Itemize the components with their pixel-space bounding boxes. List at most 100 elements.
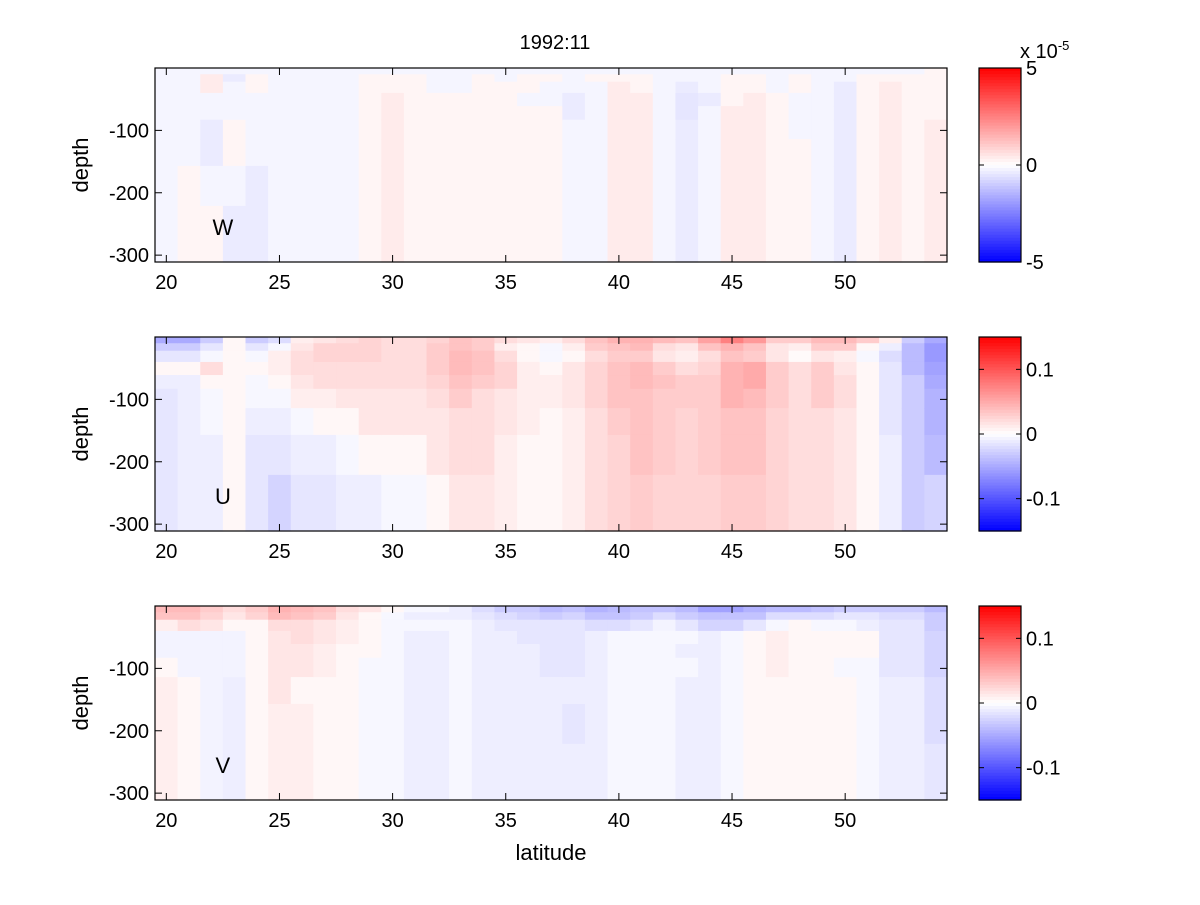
heatmap-cell <box>879 350 903 363</box>
colorbar-swatch <box>979 174 1021 178</box>
heatmap-cell <box>155 361 179 376</box>
heatmap-cell <box>381 165 405 207</box>
heatmap-cell <box>607 92 631 107</box>
heatmap-cell <box>494 434 518 476</box>
heatmap-cell <box>403 81 428 94</box>
heatmap-cell <box>268 630 292 645</box>
heatmap-cell <box>698 630 722 645</box>
heatmap-cell <box>155 81 179 94</box>
colorbar-swatch <box>979 228 1021 233</box>
y-tick-label: -300 <box>109 514 149 536</box>
heatmap-cell <box>336 74 360 83</box>
heatmap-cell <box>675 619 699 632</box>
heatmap-cell <box>539 612 563 621</box>
heatmap-cell <box>765 205 790 263</box>
heatmap-cell <box>811 343 835 352</box>
heatmap-cell <box>562 350 586 363</box>
heatmap-cell <box>177 474 201 532</box>
heatmap-cell <box>517 337 541 344</box>
heatmap-cell <box>381 119 405 140</box>
heatmap-cell <box>630 743 654 801</box>
heatmap-cell <box>901 92 925 107</box>
heatmap-cell <box>336 350 360 363</box>
colorbar-swatch <box>979 485 1021 490</box>
heatmap-cell <box>290 74 314 83</box>
heatmap-cell <box>381 644 405 659</box>
heatmap-cell <box>381 205 405 263</box>
heatmap-cell <box>539 74 563 83</box>
heatmap-cell <box>245 434 269 476</box>
colorbar: 50-5x 10-5 <box>978 38 1069 274</box>
heatmap-cell <box>494 644 518 659</box>
colorbar-swatch <box>979 751 1021 756</box>
heatmap-cell <box>788 205 812 263</box>
heatmap-cell <box>245 375 269 390</box>
heatmap-cell <box>449 388 473 409</box>
colorbar-swatch <box>979 152 1021 157</box>
heatmap-cell <box>652 434 677 476</box>
heatmap-cell <box>630 81 654 94</box>
heatmap-cell <box>788 119 812 140</box>
colorbar-tick-label: 5 <box>1026 58 1037 80</box>
y-tick-label: -200 <box>109 183 149 205</box>
colorbar-swatch <box>979 391 1021 396</box>
heatmap-cell <box>336 92 360 107</box>
colorbar-swatch <box>979 367 1021 371</box>
heatmap-cell <box>856 474 880 532</box>
heatmap-cell <box>494 165 518 207</box>
colorbar-swatch <box>979 693 1021 698</box>
heatmap-cell <box>471 703 496 745</box>
heatmap-cell <box>720 119 744 140</box>
heatmap-cell <box>177 119 201 140</box>
heatmap-cell <box>879 474 903 532</box>
heatmap-cell <box>675 657 699 678</box>
heatmap-cell <box>630 139 654 167</box>
heatmap-cell <box>879 677 903 705</box>
heatmap-cell <box>313 474 337 532</box>
colorbar-swatch <box>979 654 1021 659</box>
heatmap-cell <box>607 343 631 352</box>
heatmap-cell <box>788 375 812 390</box>
heatmap-cell <box>901 139 925 167</box>
panel-u: 20 25 30 35 40 45 50 -100 -200 -300 depth U 0.1 0 -0.1 <box>68 336 1060 563</box>
x-tick-label: 40 <box>608 810 630 832</box>
heatmap-cell <box>539 165 563 207</box>
heatmap-cell <box>200 350 224 363</box>
heatmap-cell <box>720 408 744 436</box>
heatmap-cell <box>222 375 247 390</box>
heatmap-cell <box>584 612 609 621</box>
heatmap-cell <box>494 205 518 263</box>
heatmap-cell <box>426 68 450 75</box>
heatmap-cell <box>336 474 360 532</box>
heatmap-cell <box>743 119 767 140</box>
heatmap-cell <box>222 644 247 659</box>
heatmap-cell <box>245 106 269 121</box>
heatmap-cell <box>788 388 812 409</box>
heatmap-cell <box>494 92 518 107</box>
heatmap-cell <box>449 165 473 207</box>
heatmap-cell <box>765 139 790 167</box>
colorbar-swatch <box>979 101 1021 105</box>
heatmap-cell <box>743 644 767 659</box>
heatmap-cell <box>200 703 224 745</box>
heatmap-cell <box>856 165 880 207</box>
heatmap-cell <box>675 361 699 376</box>
heatmap-cell <box>336 657 360 678</box>
heatmap-cell <box>652 677 677 705</box>
heatmap-cell <box>177 337 201 344</box>
heatmap-cell <box>765 612 790 621</box>
heatmap-cell <box>607 677 631 705</box>
colorbar-swatch <box>979 340 1021 344</box>
heatmap-cell <box>607 630 631 645</box>
heatmap-cell <box>833 350 858 363</box>
heatmap-cell <box>675 68 699 75</box>
heatmap-cell <box>765 408 790 436</box>
colorbar-swatch <box>979 83 1021 87</box>
y-axis-label: depth <box>68 406 93 461</box>
colorbar-swatch <box>979 446 1021 450</box>
heatmap-cell <box>200 74 224 83</box>
heatmap-cell <box>381 619 405 632</box>
heatmap-cell <box>743 388 767 409</box>
colorbar-swatch <box>979 258 1021 263</box>
heatmap-cell <box>901 337 925 344</box>
